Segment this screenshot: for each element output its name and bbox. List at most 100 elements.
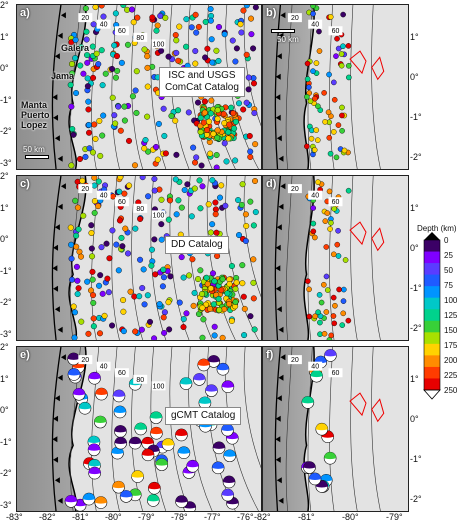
colorbar-tick-label: 0 xyxy=(444,236,449,245)
event-marker xyxy=(316,48,323,54)
event-marker xyxy=(116,188,123,195)
event-marker xyxy=(313,60,320,66)
event-marker xyxy=(328,220,334,226)
event-marker xyxy=(97,272,104,279)
event-marker xyxy=(180,316,187,323)
event-marker xyxy=(88,229,95,236)
event-marker xyxy=(313,127,320,133)
event-marker xyxy=(178,204,185,211)
event-marker xyxy=(310,10,316,17)
event-marker xyxy=(236,100,243,107)
event-marker xyxy=(173,211,180,218)
event-marker xyxy=(232,298,239,305)
event-marker xyxy=(73,232,80,239)
event-marker xyxy=(172,176,179,183)
catalog-label-a: ISC and USGS ComCat Catalog xyxy=(159,67,245,97)
event-marker xyxy=(188,24,195,31)
event-marker xyxy=(178,254,185,261)
focal-mechanism xyxy=(67,368,81,381)
event-marker xyxy=(199,334,206,340)
focal-mechanism xyxy=(301,396,315,409)
event-marker xyxy=(315,179,321,185)
event-marker xyxy=(151,187,158,194)
svg-text:20: 20 xyxy=(291,186,299,193)
scale-bar-a xyxy=(25,155,49,159)
event-marker xyxy=(88,222,95,229)
colorbar-tick-label: 150 xyxy=(444,326,458,335)
svg-text:60: 60 xyxy=(332,199,340,206)
lat-tick-label: 1° xyxy=(410,32,419,42)
event-marker xyxy=(161,329,168,336)
event-marker xyxy=(243,222,250,229)
event-marker xyxy=(310,68,316,74)
event-marker xyxy=(209,177,216,184)
focal-mechanism xyxy=(324,349,337,362)
event-marker xyxy=(307,98,314,104)
event-marker xyxy=(325,109,332,116)
panel-label: c) xyxy=(20,178,30,190)
catalog-line-1: ISC and USGS xyxy=(168,70,236,81)
focal-mechanism xyxy=(94,496,108,509)
event-marker xyxy=(190,302,197,309)
event-marker xyxy=(232,58,239,65)
lon-tick-label: -79° xyxy=(138,512,155,522)
focal-mechanism xyxy=(212,441,226,455)
event-marker xyxy=(213,152,220,159)
event-marker xyxy=(141,145,148,152)
event-marker xyxy=(67,224,74,231)
event-marker xyxy=(211,278,218,285)
focal-mechanism xyxy=(223,449,237,463)
event-marker xyxy=(200,119,207,126)
event-marker xyxy=(211,332,218,339)
event-marker xyxy=(159,283,166,290)
event-marker xyxy=(89,43,96,50)
event-marker xyxy=(193,29,200,36)
panel-label: f) xyxy=(266,349,274,361)
focal-mechanism xyxy=(221,488,235,502)
event-marker xyxy=(316,28,322,35)
event-marker xyxy=(100,13,107,20)
focal-mechanism xyxy=(222,475,236,489)
scale-bar-b xyxy=(271,29,295,33)
event-marker xyxy=(111,42,118,49)
colorbar-segment xyxy=(424,297,440,310)
event-marker xyxy=(214,115,221,122)
lat-tick-label: -1° xyxy=(410,112,422,122)
map-e-svg: 20 40 60 80 100 xyxy=(17,347,261,511)
place-manta: Manta xyxy=(21,100,48,110)
event-marker xyxy=(139,285,146,292)
catalog-line-1: DD Catalog xyxy=(171,239,223,250)
focal-mechanism xyxy=(72,387,86,401)
scale-label-b: 50 km xyxy=(277,35,299,44)
event-marker xyxy=(162,150,169,157)
event-marker xyxy=(180,324,187,331)
focal-mechanism xyxy=(179,377,193,390)
event-marker xyxy=(201,109,208,116)
event-marker xyxy=(335,45,342,52)
event-marker xyxy=(189,256,196,263)
focal-mechanism xyxy=(198,396,212,410)
event-marker xyxy=(209,59,216,66)
focal-mechanism xyxy=(78,401,92,415)
event-marker xyxy=(235,197,242,204)
colorbar-segment xyxy=(424,240,440,253)
event-marker xyxy=(120,308,127,315)
event-marker xyxy=(252,178,259,185)
event-marker xyxy=(221,120,228,127)
event-marker xyxy=(207,17,214,24)
event-marker xyxy=(90,299,97,306)
colorbar-segment xyxy=(424,320,440,333)
svg-text:60: 60 xyxy=(332,28,340,35)
event-marker xyxy=(238,29,245,36)
colorbar-segment xyxy=(424,274,440,287)
event-marker xyxy=(111,112,118,119)
event-marker xyxy=(145,193,152,200)
event-marker xyxy=(321,330,328,337)
event-marker xyxy=(84,75,91,82)
event-marker xyxy=(314,137,321,143)
event-marker xyxy=(208,97,215,104)
event-marker xyxy=(207,110,214,117)
event-marker xyxy=(109,94,116,101)
event-marker xyxy=(310,5,316,9)
event-marker xyxy=(117,127,124,134)
